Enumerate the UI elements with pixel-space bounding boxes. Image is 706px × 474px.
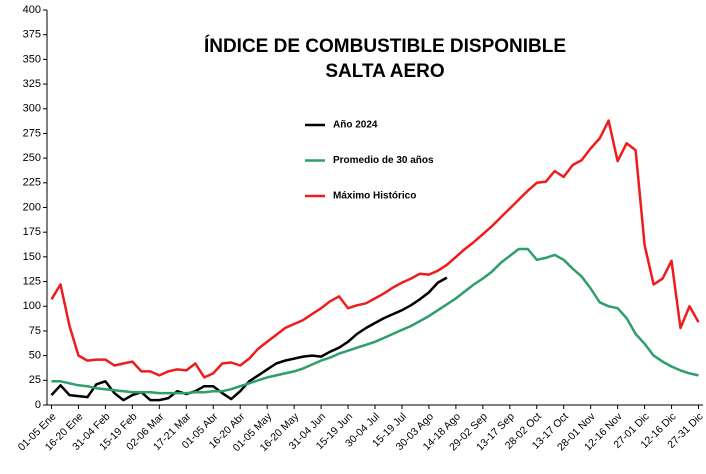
y-tick-label: 75 — [29, 325, 41, 337]
y-tick-label: 250 — [23, 152, 41, 164]
y-tick-label: 25 — [29, 374, 41, 386]
y-tick-label: 300 — [23, 103, 41, 115]
y-tick-label: 225 — [23, 177, 41, 189]
y-tick-label: 350 — [23, 53, 41, 65]
series-line — [50, 276, 448, 402]
y-tick-label: 50 — [29, 350, 41, 362]
y-tick-label: 275 — [23, 127, 41, 139]
y-tick-label: 400 — [23, 4, 41, 16]
y-tick-label: 125 — [23, 275, 41, 287]
legend-label: Máximo Histórico — [333, 191, 416, 202]
y-tick-label: 175 — [23, 226, 41, 238]
y-tick-label: 325 — [23, 78, 41, 90]
y-tick-label: 200 — [23, 201, 41, 213]
chart-title: ÍNDICE DE COMBUSTIBLE DISPONIBLE — [204, 35, 566, 57]
legend-label: Promedio de 30 años — [333, 155, 434, 166]
series-line — [50, 119, 700, 379]
series-line — [51, 247, 699, 395]
y-tick-label: 0 — [35, 399, 41, 411]
legend-label: Año 2024 — [333, 120, 378, 131]
y-tick-label: 375 — [23, 29, 41, 41]
y-tick-label: 150 — [23, 251, 41, 263]
chart-subtitle: SALTA AERO — [325, 61, 444, 82]
y-tick-label: 100 — [23, 300, 41, 312]
